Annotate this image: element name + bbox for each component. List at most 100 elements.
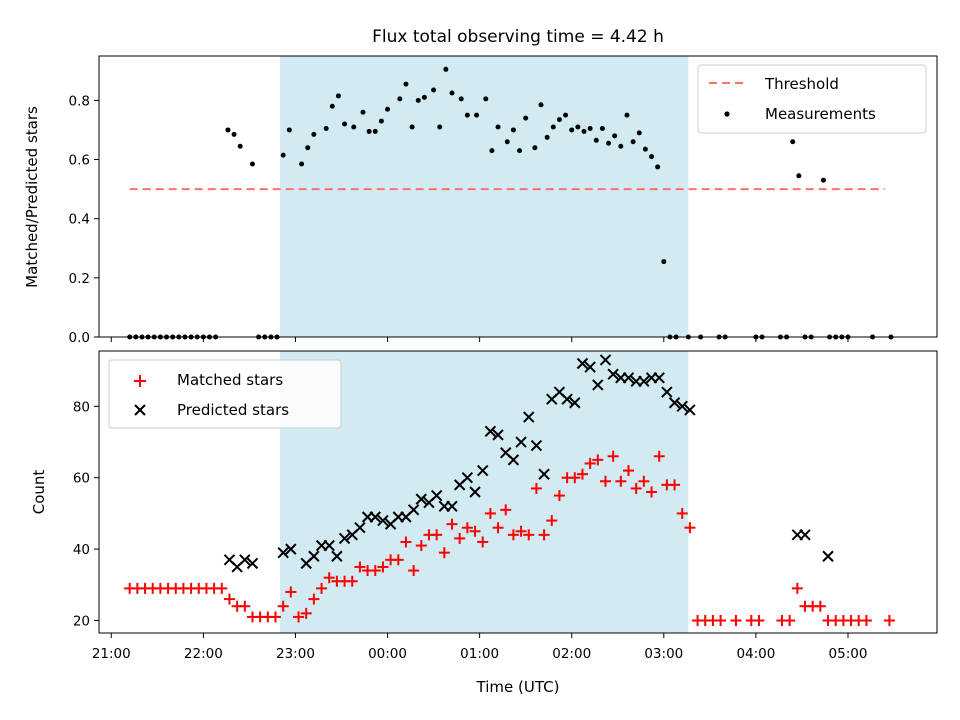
predicted-star-point [338, 532, 351, 545]
predicted-star-mark-b [822, 550, 834, 562]
top-y-tick-label: 0.4 [69, 212, 90, 228]
matched-star-point [369, 565, 381, 577]
measurement-point [612, 133, 618, 139]
measurement-point [556, 117, 562, 123]
predicted-star-mark-b [584, 361, 596, 373]
matched-star-point [223, 593, 235, 605]
top-panel: 0.00.20.40.60.8 Matched/Predicted stars … [23, 55, 938, 346]
matched-star-point [592, 454, 604, 466]
x-tick-label: 04:00 [736, 646, 775, 662]
predicted-star-mark-b [484, 425, 497, 438]
matched-star-point [860, 615, 872, 627]
matched-star-point [469, 525, 481, 537]
predicted-star-point [653, 372, 665, 384]
matched-star-point [507, 529, 519, 541]
predicted-star-mark-b [638, 375, 650, 388]
measurement-point [790, 139, 796, 145]
predicted-star-point [246, 557, 259, 570]
predicted-star-point [461, 472, 474, 484]
matched-star-point [438, 547, 450, 559]
matched-star-point [753, 615, 765, 627]
predicted-star-mark-b [653, 372, 665, 384]
predicted-star-mark-b [461, 472, 474, 484]
measurement-point [593, 137, 599, 143]
matched-star-point [576, 468, 588, 480]
measurement-point [642, 146, 648, 152]
predicted-star-mark-b [592, 379, 604, 391]
measurement-point [820, 177, 826, 183]
measurement-point [280, 152, 286, 158]
predicted-star-mark-b [569, 397, 581, 409]
measurement-point [649, 154, 655, 160]
matched-star-point [646, 486, 658, 498]
predicted-star-mark-b [369, 511, 381, 523]
predicted-star-mark-b [285, 543, 297, 555]
predicted-star-point [822, 550, 834, 562]
predicted-star-point [476, 464, 489, 477]
predicted-star-point [469, 486, 481, 498]
predicted-star-mark-b [538, 468, 550, 480]
predicted-star-mark-b [530, 439, 543, 452]
top-y-tick-label: 0.0 [69, 330, 90, 346]
measurement-point [532, 145, 538, 151]
matched-star-point [270, 611, 282, 623]
matched-star-point [638, 475, 650, 487]
matched-star-point [814, 600, 826, 612]
predicted-star-point [354, 521, 366, 534]
legend-measurements-swatch [724, 111, 730, 117]
matched-star-point [546, 515, 558, 527]
measurement-point [523, 115, 529, 121]
chart-title: Flux total observing time = 4.42 h [372, 27, 664, 47]
measurement-point [517, 148, 523, 154]
matched-star-point [538, 529, 550, 541]
bottom-legend-box [108, 359, 342, 429]
predicted-star-point [530, 439, 543, 452]
legend-matched-label: Matched stars [177, 371, 283, 389]
matched-star-point [484, 507, 496, 519]
predicted-star-point [369, 511, 381, 523]
predicted-star-point [523, 411, 535, 423]
predicted-star-point [415, 493, 428, 505]
matched-star-point [684, 522, 696, 534]
measurement-point [661, 259, 667, 265]
top-legend: Threshold Measurements [697, 64, 927, 134]
predicted-star-mark-b [469, 486, 481, 498]
matched-star-point [392, 554, 404, 566]
x-tick-label: 01:00 [460, 646, 499, 662]
predicted-star-point [507, 454, 520, 466]
measurement-point [397, 96, 403, 102]
measurement-point [474, 112, 480, 118]
predicted-star-point [430, 489, 443, 502]
measurement-point [624, 112, 630, 118]
measurement-point [385, 106, 391, 112]
measurement-point [360, 109, 366, 115]
predicted-star-point [592, 379, 604, 391]
x-axis-label: Time (UTC) [476, 678, 560, 696]
measurement-point [599, 125, 605, 131]
predicted-star-point [484, 425, 497, 438]
top-x-ticks [110, 337, 849, 342]
matched-star-point [530, 482, 542, 494]
matched-star-point [584, 457, 596, 469]
bottom-y-tick-label: 20 [73, 614, 90, 630]
bottom-y-ticks: 20 40 60 80 [73, 399, 99, 630]
predicted-star-point [285, 543, 297, 555]
predicted-star-point [607, 368, 619, 380]
x-tick-label: 03:00 [644, 646, 683, 662]
matched-star-point [346, 575, 358, 587]
matched-star-point [500, 504, 512, 516]
predicted-star-point [668, 397, 681, 409]
measurement-point [458, 96, 464, 102]
legend-predicted-label: Predicted stars [177, 401, 289, 419]
predicted-star-mark-b [684, 404, 696, 416]
measurement-point [636, 130, 642, 136]
measurement-point [249, 161, 255, 167]
matched-star-point [477, 536, 489, 548]
matched-star-point [431, 529, 443, 541]
matched-star-point [730, 615, 742, 627]
measurement-point [495, 124, 501, 130]
predicted-star-mark-b [576, 357, 589, 370]
measurement-point [618, 143, 624, 149]
top-y-ticks: 0.0 0.2 0.4 0.6 0.8 [69, 93, 99, 346]
